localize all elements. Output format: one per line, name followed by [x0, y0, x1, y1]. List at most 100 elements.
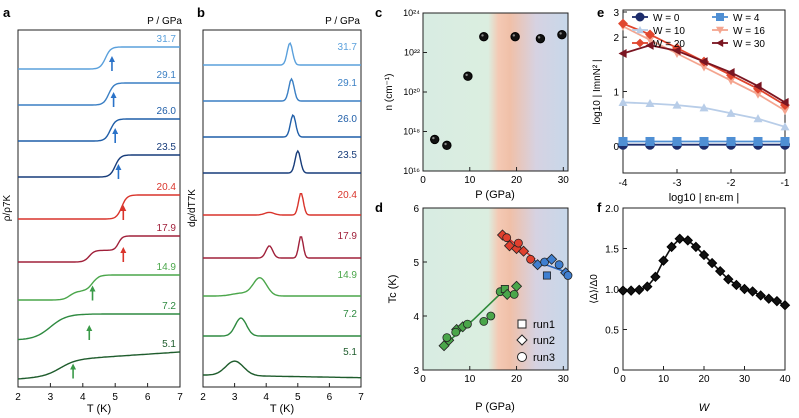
panel-a-xtick-label: 5	[112, 392, 118, 403]
panel-c-point	[442, 140, 452, 151]
panel-d-frame	[422, 207, 569, 371]
panel-a-tc-arrowhead-5.1	[70, 363, 77, 370]
panel-letter-b: b	[197, 5, 205, 20]
panel-a-tc-arrowhead-7.2	[86, 325, 93, 331]
panel-a-curve-14.9	[18, 274, 180, 301]
panel-d-xtick-label: 10	[464, 374, 476, 385]
panel-a-xtick-label: 4	[80, 392, 86, 403]
panel-f-gap-vs-w: 0 10 20 30 40 0 0.5 1.0 1.5 2.0 W ⟨Δ⟩/Δ0	[589, 204, 791, 414]
panel-e-xtick-label: -2	[727, 178, 736, 189]
panel-e-xtick-label: -4	[619, 178, 628, 189]
panel-e-series-point	[780, 97, 789, 107]
panel-b-derivative: P / GPa 31.7 29.1 26.0 23.5 20.4 17.9 14.9 7.2 5…	[187, 16, 364, 415]
panel-e-series-point	[726, 136, 736, 146]
panel-f-ytick-label: 1.5	[605, 245, 619, 256]
panel-letter-c: c	[375, 5, 382, 20]
panel-e-legend-label: W = 30	[733, 39, 765, 50]
panel-a-curve-23.5	[18, 154, 180, 178]
legend-run1-label: run1	[533, 319, 555, 331]
panel-f-xlabel: W	[699, 402, 711, 414]
legend-run3-label: run3	[533, 352, 555, 364]
panel-e-legend-marker	[716, 26, 724, 34]
panel-c-point-highlight	[481, 34, 484, 37]
panel-a-curve-29.1	[18, 82, 180, 106]
panel-d-point-run2	[517, 245, 530, 257]
panel-d-point-run3	[563, 271, 573, 280]
panel-c-point-highlight	[512, 34, 516, 37]
panel-e-series-point	[699, 103, 709, 112]
panel-d-point-run3	[451, 327, 461, 337]
panel-b-curve-29.1	[203, 77, 361, 102]
panel-d-point-run3	[442, 333, 452, 343]
panel-letter-a: a	[3, 5, 11, 20]
legend-run2-label: run2	[533, 335, 555, 347]
panel-a-curve-20.4	[18, 194, 180, 220]
panel-b-curve-7.2	[203, 317, 361, 337]
panel-f-point	[617, 285, 629, 296]
panel-f-point	[674, 233, 685, 244]
panel-d-point-run3	[486, 311, 496, 321]
panel-f-xtick-label: 40	[779, 374, 791, 385]
panel-a-curve-17.9	[18, 235, 180, 263]
panel-e-xtick-label: -1	[781, 178, 790, 189]
legend-run1-marker	[517, 319, 527, 329]
panel-a-frame	[17, 29, 181, 388]
panel-f-point	[633, 284, 645, 296]
panel-d-point-run3	[514, 238, 523, 248]
panel-e-ytick-label: 0	[613, 142, 619, 153]
panel-d-ylabel: Tc (K)	[387, 275, 399, 304]
panel-f-ytick-label: 0.5	[605, 326, 619, 337]
panel-e-xtick-label: -3	[673, 178, 682, 189]
panel-e-legend-label: W = 16	[733, 26, 765, 37]
panel-e-series-point	[780, 122, 790, 131]
panel-e-series-point	[645, 36, 655, 45]
panel-d-ytick-label: 5	[413, 258, 419, 269]
panel-d-xlabel: P (GPa)	[475, 401, 515, 413]
panel-a-resistance: P / GPa 31.7 29.1 26.0 23.5 20.4 17.9 14.9 7.2 5…	[2, 16, 183, 415]
panel-b-frame	[202, 29, 362, 388]
panel-b-xtick-label: 4	[263, 392, 269, 403]
panel-b-xtick-label: 7	[358, 392, 364, 403]
panel-c-ytick-label: 10¹⁸	[403, 127, 420, 137]
panel-a-tc-arrowhead-23.5	[115, 164, 122, 170]
panel-f-point	[755, 290, 766, 301]
panel-c-ytick-label: 10¹⁶	[403, 166, 420, 176]
panel-f-xtick-label: 20	[698, 374, 710, 385]
panel-e-ytick-label: 3	[613, 8, 619, 19]
panel-f-point	[642, 281, 653, 292]
panel-b-xtick-label: 3	[232, 392, 238, 403]
panel-e-legend-marker	[635, 38, 645, 48]
panel-c-ylabel: n (cm⁻¹)	[384, 74, 395, 111]
panel-b-title: P / GPa	[325, 16, 360, 27]
panel-d-point-run3	[540, 257, 550, 267]
panel-b-curve-23.5	[203, 149, 361, 174]
panel-e-legend-marker	[636, 26, 644, 34]
panel-e-legend-label: W = 10	[653, 26, 685, 37]
panel-letter-e: e	[597, 5, 604, 20]
panel-letter-f: f	[597, 200, 602, 215]
panel-d-ytick-label: 3	[413, 366, 419, 377]
panel-c-xtick-label: 10	[464, 175, 476, 186]
panel-b-curve-26.0	[203, 114, 361, 138]
panel-letter-d: d	[375, 200, 383, 215]
panel-d-point-run3	[479, 316, 489, 326]
legend-run2-marker	[516, 334, 528, 346]
panel-b-ylabel: dρ/dT7K	[187, 189, 198, 227]
panel-c-xtick-label: 0	[420, 175, 426, 186]
panel-e-series-point	[753, 90, 763, 99]
panel-a-label-23.5: 23.5	[157, 142, 177, 153]
panel-d-xtick-label: 30	[558, 374, 570, 385]
panel-e-series-point	[645, 98, 655, 108]
panel-b-xtick-label: 6	[327, 392, 333, 403]
panel-b-label-23.5: 23.5	[338, 150, 358, 161]
panel-d-point-run1	[542, 271, 551, 280]
panel-b-curve-14.9	[203, 276, 361, 297]
panel-b-label-20.4: 20.4	[338, 190, 358, 201]
panel-e-ytick-label: 2	[613, 33, 619, 44]
panel-e-legend-marker	[716, 13, 724, 21]
panel-d-point-run2	[546, 253, 558, 265]
panel-c-point	[479, 32, 489, 42]
panel-a-xtick-label: 6	[145, 392, 151, 403]
panel-f-ytick-label: 1.0	[605, 285, 619, 296]
